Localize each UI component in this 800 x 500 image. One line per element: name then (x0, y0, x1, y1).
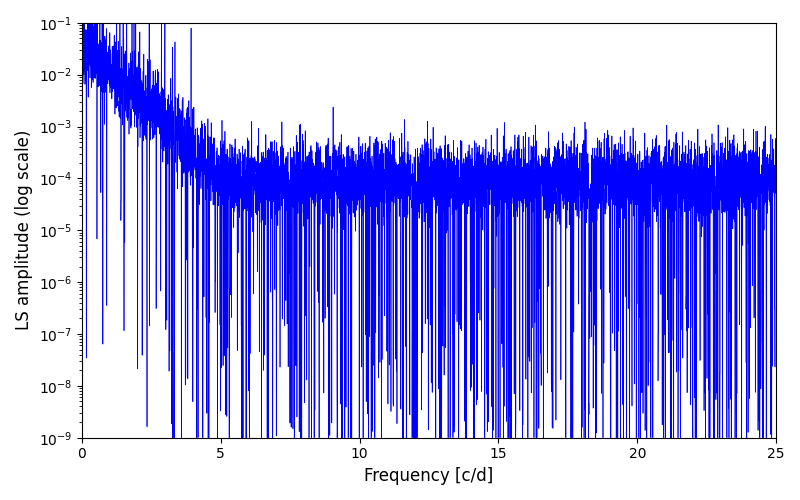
Y-axis label: LS amplitude (log scale): LS amplitude (log scale) (15, 130, 33, 330)
X-axis label: Frequency [c/d]: Frequency [c/d] (364, 467, 494, 485)
